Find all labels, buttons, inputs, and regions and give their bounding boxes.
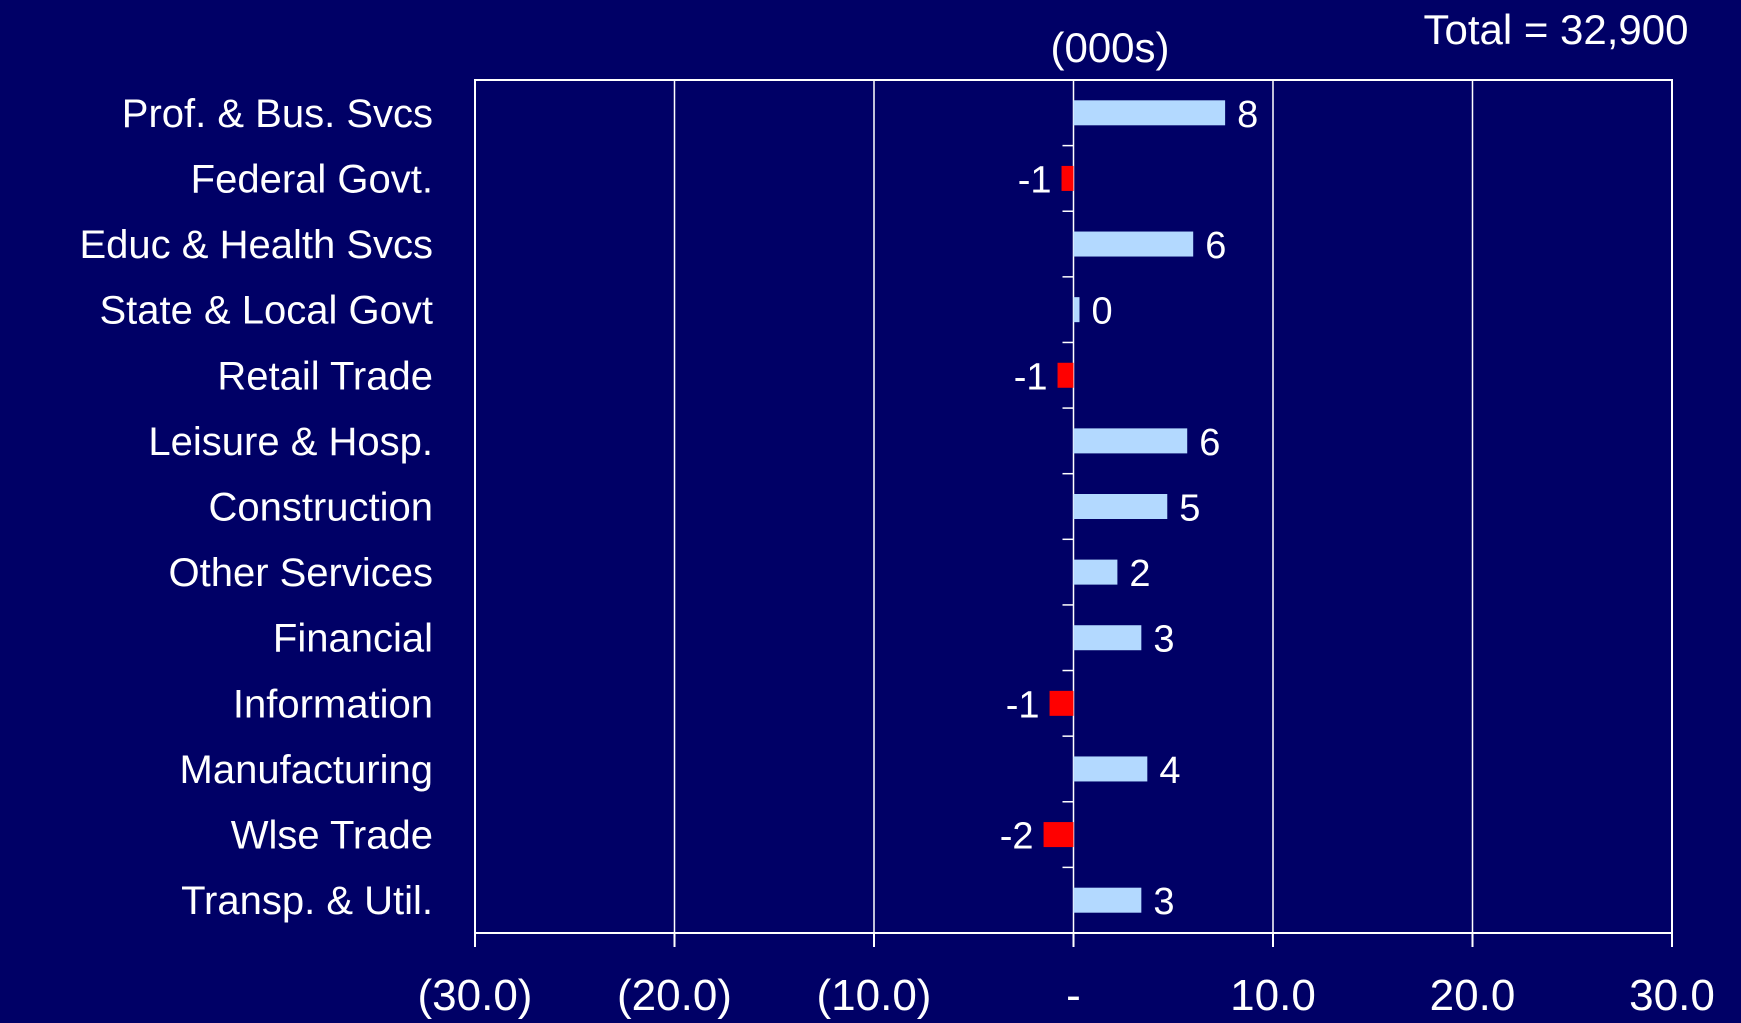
bar (1073, 100, 1226, 126)
bar (1043, 822, 1074, 848)
value-label: 6 (1205, 225, 1226, 267)
category-label: Transp. & Util. (181, 879, 433, 923)
value-label: 4 (1159, 750, 1180, 792)
x-tick-label: (10.0) (817, 971, 932, 1020)
x-tick-label: 20.0 (1430, 971, 1516, 1020)
value-label: 6 (1199, 422, 1220, 464)
x-tick-label: (20.0) (617, 971, 732, 1020)
value-label: -2 (1000, 816, 1034, 858)
bar (1073, 494, 1168, 519)
category-label: Federal Govt. (191, 157, 433, 201)
category-label: Prof. & Bus. Svcs (122, 92, 433, 136)
category-label: Wlse Trade (231, 814, 433, 858)
value-label: 0 (1091, 291, 1112, 333)
unit-label: (000s) (1050, 24, 1169, 71)
bar (1073, 428, 1188, 454)
category-label: State & Local Govt (99, 289, 433, 333)
bar (1073, 559, 1118, 585)
category-label: Leisure & Hosp. (148, 420, 433, 464)
category-label: Manufacturing (180, 748, 433, 792)
x-tick-label: (30.0) (418, 971, 533, 1020)
bar (1073, 231, 1194, 257)
category-label: Educ & Health Svcs (80, 223, 434, 267)
x-tick-label: 30.0 (1629, 971, 1715, 1020)
category-label: Information (233, 682, 433, 726)
category-label: Construction (208, 486, 433, 530)
bar (1073, 625, 1142, 651)
value-label: 3 (1153, 881, 1174, 923)
value-label: 8 (1237, 94, 1258, 136)
total-annotation: Total = 32,900 (1423, 6, 1688, 53)
value-label: 5 (1179, 488, 1200, 530)
value-label: 3 (1153, 619, 1174, 661)
bar (1049, 690, 1074, 716)
bar (1073, 887, 1142, 913)
category-label: Retail Trade (217, 354, 433, 398)
value-label: 2 (1129, 553, 1150, 595)
bar (1073, 756, 1148, 782)
bar (1061, 165, 1074, 191)
category-label: Financial (273, 617, 433, 661)
category-label: Other Services (168, 551, 433, 595)
value-label: -1 (1006, 684, 1040, 726)
x-tick-label: - (1066, 971, 1081, 1020)
bar (1057, 362, 1074, 388)
bar (1073, 297, 1080, 323)
value-label: -1 (1018, 159, 1052, 201)
x-tick-label: 10.0 (1230, 971, 1316, 1020)
value-label: -1 (1014, 356, 1048, 398)
